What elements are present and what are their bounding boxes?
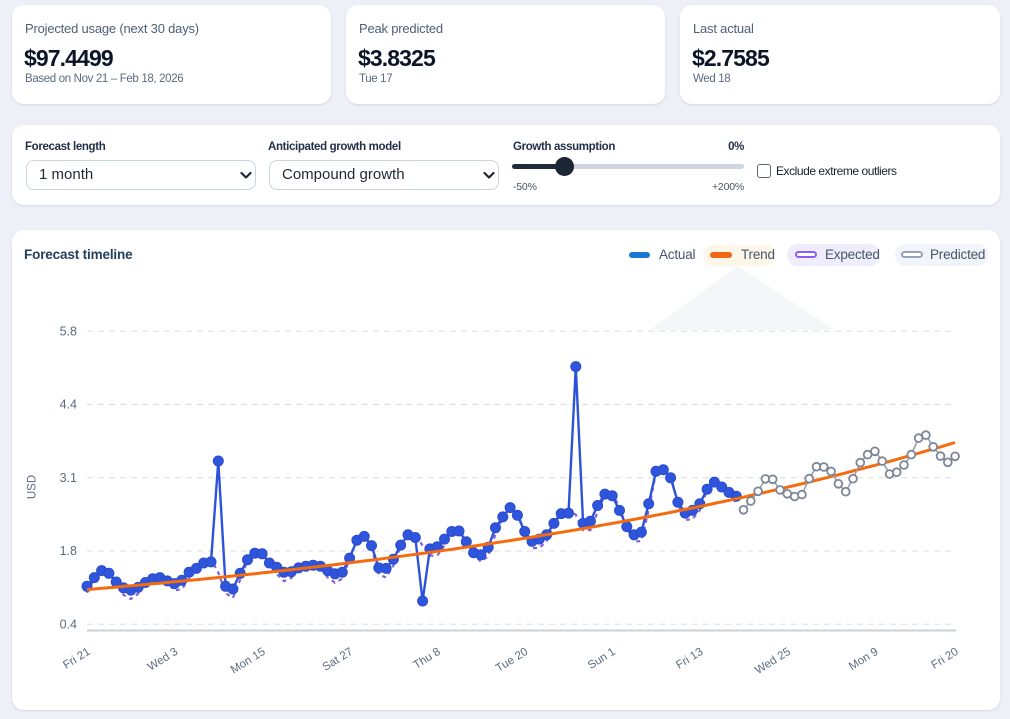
svg-text:Sun 1: Sun 1 <box>586 646 618 672</box>
svg-text:Wed 3: Wed 3 <box>146 646 180 674</box>
svg-text:Sat 27: Sat 27 <box>321 646 356 674</box>
svg-text:Fri 21: Fri 21 <box>61 646 92 672</box>
svg-text:5.8: 5.8 <box>60 324 77 338</box>
svg-text:3.1: 3.1 <box>60 471 77 485</box>
svg-text:0.4: 0.4 <box>60 617 77 631</box>
svg-text:Mon 15: Mon 15 <box>229 646 268 677</box>
svg-text:Fri 20: Fri 20 <box>929 646 960 672</box>
svg-text:Mon 9: Mon 9 <box>847 646 880 673</box>
svg-text:Wed 25: Wed 25 <box>753 646 793 677</box>
svg-text:USD: USD <box>27 475 39 499</box>
svg-text:Thu 8: Thu 8 <box>411 646 442 672</box>
svg-text:Tue 20: Tue 20 <box>494 646 530 675</box>
svg-text:4.4: 4.4 <box>60 398 77 412</box>
svg-text:1.8: 1.8 <box>60 544 77 558</box>
svg-text:Fri 13: Fri 13 <box>674 646 705 672</box>
